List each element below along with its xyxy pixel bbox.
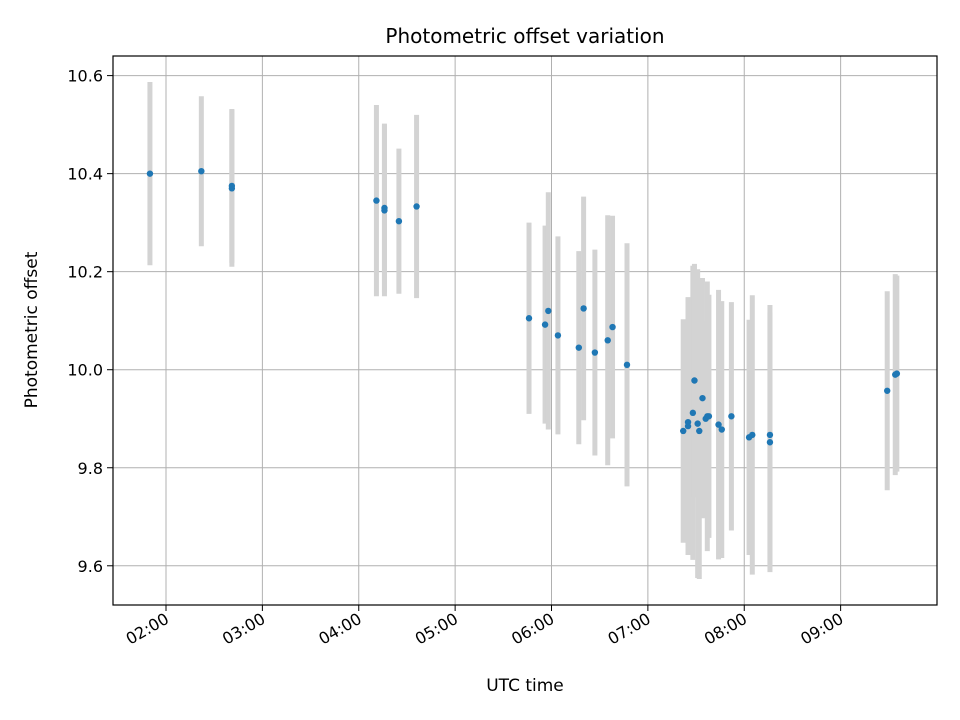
data-point <box>699 394 706 402</box>
data-point <box>373 197 380 204</box>
chart-title: Photometric offset variation <box>385 24 664 48</box>
data-point <box>884 387 891 394</box>
data-point <box>575 344 583 351</box>
data-point <box>609 323 616 331</box>
plot-area <box>113 56 937 605</box>
data-point <box>381 204 388 212</box>
y-tick-label: 10.0 <box>67 361 103 380</box>
data-point <box>766 439 774 446</box>
data-point <box>591 349 599 356</box>
y-axis-label: Photometric offset <box>22 251 42 408</box>
data-point <box>580 305 587 312</box>
y-tick-label: 10.6 <box>67 67 103 86</box>
x-tick-label: 07:00 <box>604 609 653 649</box>
data-point <box>146 170 154 177</box>
data-point <box>766 431 774 439</box>
data-point <box>413 203 420 210</box>
data-point <box>696 427 703 435</box>
y-tick-label: 10.2 <box>67 263 103 282</box>
data-point <box>893 370 901 377</box>
y-tick-label: 10.4 <box>67 165 103 184</box>
data-point <box>694 420 701 427</box>
data-point <box>689 409 697 417</box>
data-point <box>715 421 722 428</box>
x-tick-label: 09:00 <box>797 609 846 649</box>
x-tick-label: 03:00 <box>219 609 268 649</box>
data-point <box>684 418 692 426</box>
data-point <box>554 332 562 339</box>
x-tick-label: 06:00 <box>508 609 557 649</box>
data-point <box>728 413 735 420</box>
data-point <box>545 307 552 315</box>
data-point <box>718 426 725 433</box>
data-point <box>623 361 631 369</box>
data-point <box>680 427 687 435</box>
x-axis-label: UTC time <box>486 676 564 696</box>
data-point <box>198 167 205 175</box>
y-tick-label: 9.6 <box>78 557 103 576</box>
data-point <box>395 217 403 225</box>
data-point <box>525 315 533 322</box>
data-point <box>228 182 236 190</box>
point-layer <box>146 167 901 446</box>
data-point <box>691 377 698 384</box>
data-point <box>749 431 756 439</box>
x-tick-label: 02:00 <box>123 609 172 649</box>
x-tick-label: 08:00 <box>701 609 750 649</box>
x-tick-label: 05:00 <box>412 609 461 649</box>
x-tick-label: 04:00 <box>315 609 364 649</box>
data-point <box>705 413 713 420</box>
plot-frame <box>112 55 938 606</box>
grid-layer <box>113 56 937 605</box>
data-point <box>604 337 611 344</box>
data-point <box>541 321 549 328</box>
y-tick-label: 9.8 <box>78 459 103 478</box>
